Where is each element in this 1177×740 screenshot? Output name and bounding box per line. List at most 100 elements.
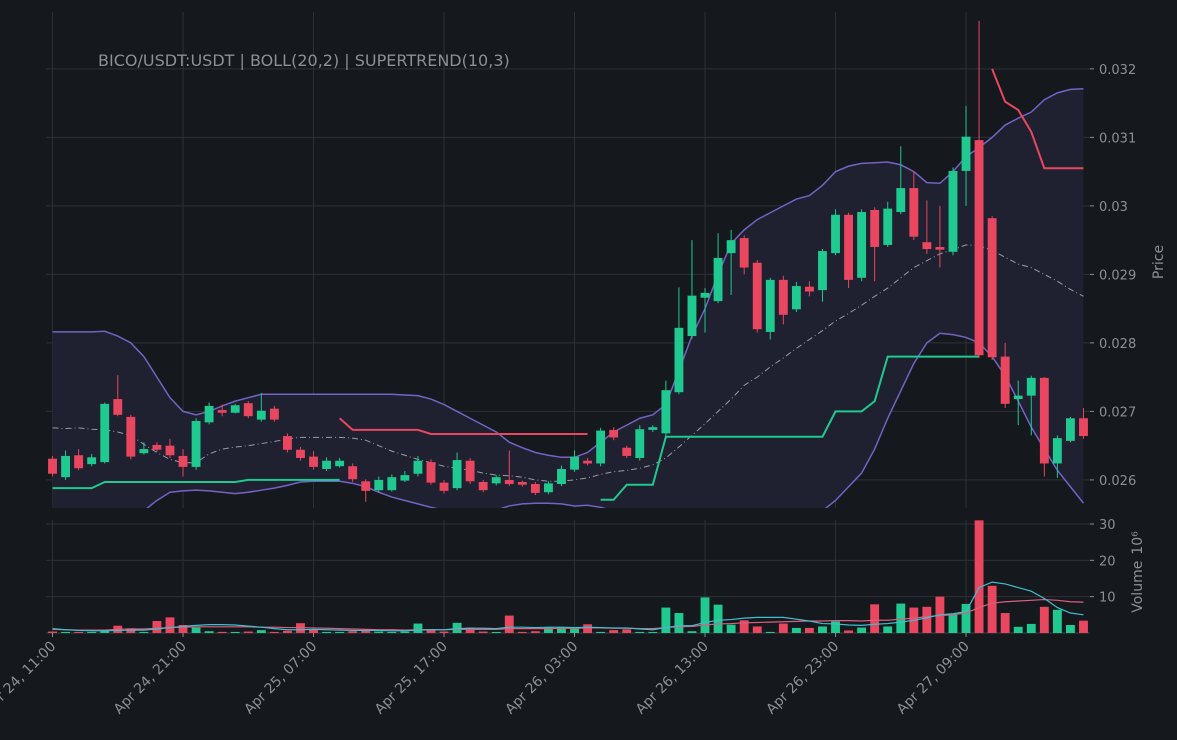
candle-body — [570, 456, 579, 470]
volume-bar — [1000, 613, 1010, 633]
x-tick-label: Apr 25, 17:00 — [372, 639, 451, 718]
candle-body — [530, 484, 540, 493]
volume-bar — [687, 631, 697, 633]
candle-body — [831, 214, 840, 254]
supertrend-down — [991, 68, 1084, 170]
volume-bar — [1052, 609, 1062, 633]
candle-body — [426, 462, 436, 483]
volume-bar — [635, 631, 645, 633]
volume-bar — [504, 615, 514, 633]
candle-body — [622, 447, 632, 456]
candle-body — [243, 403, 253, 417]
volume-bar — [152, 621, 162, 633]
candle-body — [844, 214, 854, 280]
volume-bar — [570, 628, 579, 633]
candle-body — [687, 295, 697, 337]
volume-bar — [413, 623, 423, 633]
volume-bar — [987, 585, 997, 633]
candle-body — [700, 292, 710, 298]
candle-body — [935, 246, 945, 250]
volume-bar — [165, 617, 175, 633]
candle-body — [269, 408, 279, 420]
volume-bar — [178, 625, 188, 633]
candle-body — [1000, 356, 1010, 404]
candle-body — [883, 208, 893, 245]
candle-body — [557, 468, 566, 485]
volume-bar — [217, 631, 227, 633]
y-tick-label: 30 — [1099, 518, 1116, 533]
candle-body — [387, 477, 397, 491]
volume-bar — [1039, 606, 1049, 633]
volume-bar — [282, 630, 292, 633]
volume-bar — [517, 631, 527, 633]
volume-bar — [726, 624, 736, 633]
candle-body — [870, 209, 880, 247]
x-tick-label: Apr 26, 13:00 — [633, 639, 712, 718]
candle-body — [896, 188, 906, 213]
volume-ma-fast — [52, 581, 1084, 632]
candle-body — [452, 460, 462, 489]
volume-bar — [844, 630, 854, 633]
volume-bar — [478, 631, 488, 633]
x-tick-label: Apr 27, 09:00 — [894, 639, 973, 718]
candle-body — [857, 212, 867, 278]
candle-body — [374, 479, 384, 491]
y-tick-label: 0.026 — [1099, 474, 1136, 489]
volume-axis-label: Volume 10⁶ — [1130, 531, 1146, 613]
candle-body — [256, 410, 266, 420]
volume-bar — [87, 631, 97, 633]
candle-body — [1026, 377, 1036, 396]
candle-body — [217, 410, 227, 413]
volume-bar — [778, 623, 788, 633]
candle-body — [113, 399, 123, 415]
volume-bar — [765, 631, 775, 633]
candle-body — [61, 455, 71, 478]
volume-bar — [139, 631, 149, 633]
y-tick-label: 0.029 — [1099, 268, 1136, 283]
volume-bar — [426, 629, 436, 633]
volume-bar — [361, 630, 371, 633]
candle-body — [713, 257, 723, 302]
volume-bar — [452, 622, 462, 633]
supertrend-up — [600, 355, 980, 501]
y-tick-label: 20 — [1099, 554, 1116, 569]
volume-bar — [818, 626, 827, 633]
candle-body — [296, 449, 305, 458]
candle-body — [191, 420, 201, 467]
volume-bar — [857, 627, 867, 633]
candle-body — [1052, 438, 1062, 464]
candle-body — [204, 405, 214, 423]
volume-bar — [1013, 626, 1023, 633]
candle-body — [1065, 418, 1075, 441]
candle-body — [752, 262, 762, 330]
candle-body — [517, 481, 527, 485]
volume-bar — [1065, 625, 1075, 633]
candle-body — [152, 444, 162, 450]
y-axis-label: Price — [1151, 245, 1167, 279]
candle-body — [961, 136, 971, 171]
volume-bar — [256, 630, 266, 633]
volume-bar — [465, 627, 475, 633]
candle-body — [178, 455, 188, 467]
volume-bar — [791, 627, 801, 633]
boll-band — [52, 88, 1084, 508]
volume-bar — [896, 603, 906, 633]
volume-bar — [269, 631, 279, 633]
volume-bar — [1079, 620, 1088, 633]
candle-body — [739, 238, 749, 268]
volume-bar — [739, 620, 749, 633]
volume-bar — [596, 631, 606, 633]
x-tick-label: Apr 24, 21:00 — [111, 639, 190, 718]
candle-body — [661, 390, 671, 434]
volume-bar — [530, 631, 540, 633]
candle-body — [726, 240, 736, 254]
volume-bar — [439, 631, 449, 633]
candle-body — [909, 188, 919, 237]
volume-bar — [230, 631, 240, 633]
volume-bar — [883, 626, 893, 633]
candle-body — [635, 429, 645, 458]
volume-label: Volume — [1130, 561, 1146, 613]
y-tick-label: 0.031 — [1099, 131, 1136, 146]
candle-body — [609, 429, 619, 438]
